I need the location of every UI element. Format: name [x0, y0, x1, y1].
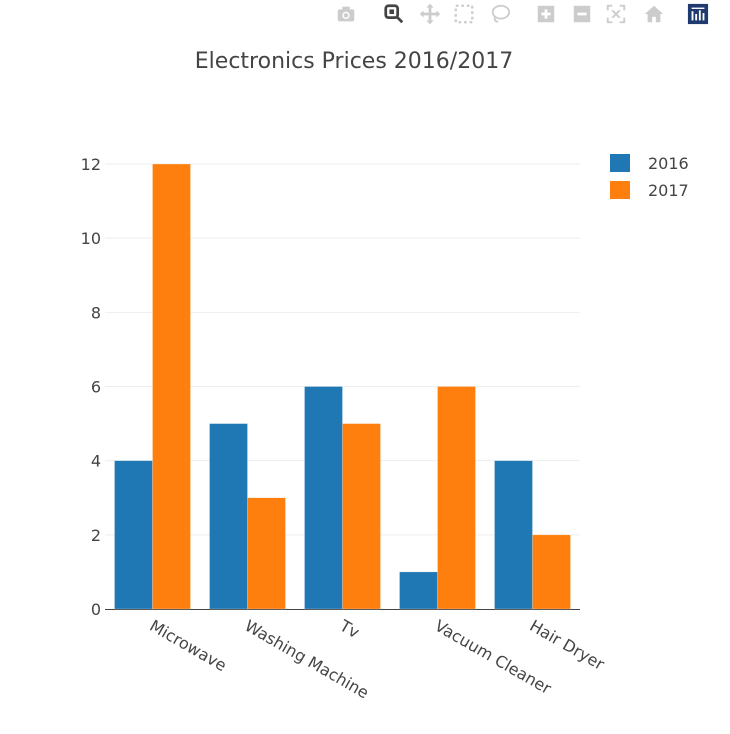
- legend-item-2017[interactable]: 2017: [610, 181, 689, 200]
- zoom-button[interactable]: [382, 2, 406, 26]
- box-select-button[interactable]: [452, 2, 476, 26]
- legend-swatch: [610, 154, 630, 172]
- bar-2016-vacuum-cleaner[interactable]: [399, 571, 438, 610]
- y-tick-label: 6: [91, 378, 101, 397]
- zoom-icon: [384, 4, 404, 24]
- bar-2016-hair-dryer[interactable]: [494, 460, 533, 610]
- legend: 2016 2017: [610, 154, 689, 200]
- box-select-icon: [454, 4, 474, 24]
- lasso-select-icon: [491, 4, 511, 23]
- y-tick-label: 10: [81, 229, 101, 248]
- pan-icon: [419, 3, 441, 25]
- lasso-select-button[interactable]: [488, 2, 512, 26]
- y-tick-label: 2: [91, 526, 101, 545]
- x-tick-label: Tv: [336, 616, 363, 643]
- camera-button[interactable]: [334, 2, 358, 26]
- y-tick-label: 12: [81, 155, 101, 174]
- y-tick-label: 8: [91, 303, 101, 322]
- zoom-out-icon: [573, 5, 591, 23]
- autoscale-icon: [606, 4, 626, 24]
- legend-item-2016[interactable]: 2016: [610, 154, 689, 173]
- bar-2017-hair-dryer[interactable]: [532, 534, 571, 610]
- y-tick-label: 0: [91, 600, 101, 619]
- pan-button[interactable]: [418, 2, 442, 26]
- bar-2016-washing-machine[interactable]: [209, 423, 248, 610]
- zoom-in-button[interactable]: [534, 2, 558, 26]
- x-tick-label: Microwave: [147, 616, 230, 675]
- autoscale-button[interactable]: [604, 2, 628, 26]
- plotly-logo-button[interactable]: [686, 2, 710, 26]
- reset-axes-icon: [644, 5, 664, 23]
- legend-swatch: [610, 181, 630, 199]
- legend-label: 2017: [648, 181, 689, 200]
- bar-2016-microwave[interactable]: [114, 460, 153, 610]
- bar-2017-tv[interactable]: [342, 423, 381, 610]
- legend-label: 2016: [648, 154, 689, 173]
- zoom-in-icon: [537, 5, 555, 23]
- bar-2017-microwave[interactable]: [152, 163, 191, 610]
- bars: [114, 163, 571, 610]
- plotly-logo-icon: [687, 3, 709, 25]
- zoom-out-button[interactable]: [570, 2, 594, 26]
- bar-2017-washing-machine[interactable]: [247, 497, 286, 610]
- camera-icon: [337, 6, 355, 22]
- bar-2016-tv[interactable]: [304, 386, 343, 610]
- chart-title: Electronics Prices 2016/2017: [195, 49, 513, 74]
- y-axis-ticks: 0 2 4 6 8 10 12: [81, 155, 101, 619]
- y-tick-label: 4: [91, 452, 101, 471]
- bar-2017-vacuum-cleaner[interactable]: [437, 386, 476, 610]
- reset-axes-button[interactable]: [642, 2, 666, 26]
- x-tick-label: Hair Dryer: [527, 616, 609, 674]
